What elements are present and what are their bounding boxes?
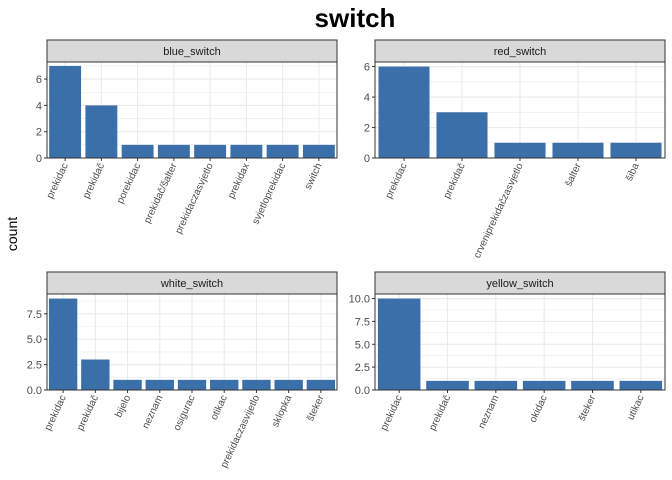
y-tick-label: 7.5: [27, 309, 42, 321]
y-tick-label: 2.5: [355, 362, 370, 374]
y-tick-label: 4: [36, 100, 42, 112]
x-tick-label: svjetloprekidac: [250, 162, 288, 227]
x-tick-label: prekidač: [427, 394, 453, 433]
x-tick-label: šiba: [624, 161, 642, 183]
bar-šalter: [552, 142, 604, 158]
x-tick-label: otikac: [209, 394, 230, 422]
bar-sklopka: [274, 379, 303, 390]
y-axis-label: count: [4, 217, 20, 251]
panel-blue_switch: blue_switch 0 2 4 6 prekidac prekidač porekidac…: [36, 39, 338, 236]
bar-osigurac: [177, 379, 207, 390]
x-tick-label: šteker: [305, 393, 327, 423]
bar-prekidac: [48, 298, 78, 390]
x-tick-label: switch: [303, 162, 325, 192]
bar-prekidax: [230, 144, 263, 158]
bar-bijelo: [113, 379, 142, 390]
x-tick-label: bijelo: [113, 393, 133, 419]
y-tick-label: 10.0: [349, 294, 370, 306]
bar-šteker: [306, 379, 336, 390]
chart-title: switch: [315, 3, 396, 33]
facet-strip-label: blue_switch: [163, 46, 220, 58]
x-tick-label: šteker: [577, 393, 599, 423]
x-tick-label: neznam: [140, 394, 165, 431]
x-tick-label: utikac: [626, 394, 647, 422]
x-tick-label: porekidac: [115, 162, 143, 206]
x-tick-label: prekidac: [379, 394, 405, 433]
y-tick-label: 6: [36, 74, 42, 86]
x-tick-label: prekidac: [45, 162, 71, 201]
bar-šteker: [571, 380, 614, 390]
x-tick-label: prekidaczasvjetlo: [173, 161, 216, 236]
y-tick-label: 2.5: [27, 360, 42, 372]
facet-strip-label: white_switch: [160, 278, 223, 290]
panel-red_switch: red_switch 0 2 4 6 prekidac prekidač crveniprek…: [364, 39, 666, 260]
bar-prekidač: [426, 380, 469, 390]
x-tick-label: šalter: [563, 161, 584, 188]
bar-prekidac: [378, 66, 430, 158]
x-tick-label: sklopka: [270, 393, 294, 429]
x-tick-label: prekidac: [43, 394, 69, 433]
bar-neznam: [145, 379, 174, 390]
y-tick-label: 6: [364, 62, 370, 74]
panel-yellow_switch: yellow_switch 0.0 2.5 5.0 7.5 10.0 prekidac pre…: [349, 271, 666, 433]
bar-svjetloprekidac: [266, 144, 299, 158]
x-tick-label: prekidač: [75, 394, 101, 433]
y-tick-label: 0: [364, 153, 370, 165]
y-tick-label: 2: [36, 127, 42, 139]
bar-okidac: [522, 380, 566, 390]
x-tick-label: osigurac: [172, 394, 198, 433]
facet-strip: [46, 271, 338, 295]
bar-prekidač: [81, 359, 110, 390]
bar-prekidač: [436, 112, 488, 158]
bar-prekidac: [49, 65, 82, 158]
facet-strip: [374, 39, 666, 63]
y-tick-label: 5.0: [355, 339, 370, 351]
bar-prekidac: [377, 298, 421, 390]
bar-otikac: [210, 379, 239, 390]
x-tick-label: crveniprekidačzasvjetlo: [472, 161, 526, 260]
bar-utikac: [619, 380, 663, 390]
bar-prekidaczasvijetlo: [242, 379, 271, 390]
y-tick-label: 0.0: [355, 385, 370, 397]
bar-porekidac: [121, 144, 154, 158]
y-tick-label: 0.0: [27, 385, 42, 397]
x-tick-label: prekidac: [384, 162, 410, 201]
bar-prekidač/šalter: [157, 144, 190, 158]
x-tick-label: prekidax: [226, 162, 252, 201]
facet-strip-label: yellow_switch: [486, 278, 553, 290]
bar-crveniprekidačzasvjetlo: [494, 142, 546, 158]
facet-strip: [374, 271, 666, 295]
y-tick-label: 0: [36, 153, 42, 165]
bar-switch: [302, 144, 335, 158]
y-tick-label: 5.0: [27, 334, 42, 346]
facet-strip: [46, 39, 338, 63]
y-tick-label: 4: [364, 92, 370, 104]
bar-neznam: [474, 380, 518, 390]
bar-prekidač: [85, 105, 118, 158]
facet-strip-label: red_switch: [494, 46, 547, 58]
bar-prekidaczasvjetlo: [194, 144, 227, 158]
bar-šiba: [610, 142, 662, 158]
y-tick-label: 2: [364, 123, 370, 135]
panel-white_switch: white_switch 0.0 2.5 5.0 7.5 prekidac prekidač…: [27, 271, 338, 470]
y-tick-label: 7.5: [355, 316, 370, 328]
x-tick-label: prekidač: [81, 162, 107, 201]
x-tick-label: prekidač: [442, 162, 468, 201]
x-tick-label: okidac: [528, 394, 550, 425]
x-tick-label: prekidač/šalter: [142, 161, 180, 225]
x-tick-label: neznam: [477, 394, 502, 431]
